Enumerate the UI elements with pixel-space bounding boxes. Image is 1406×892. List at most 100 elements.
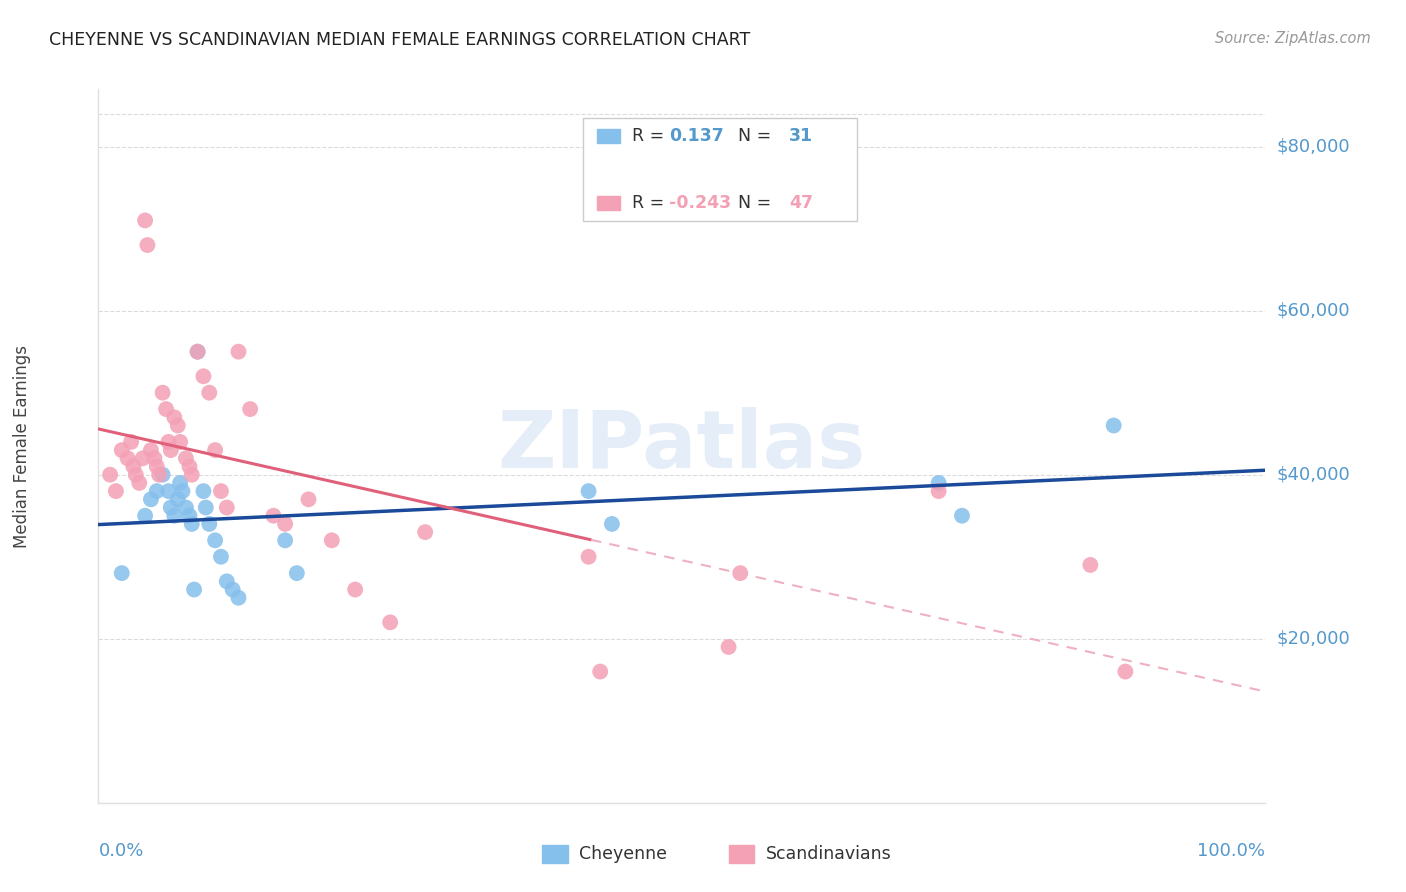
Point <box>717 640 740 654</box>
Point <box>98 467 121 482</box>
Point <box>172 484 194 499</box>
Text: $80,000: $80,000 <box>1277 137 1350 155</box>
Text: N =: N = <box>727 194 778 211</box>
Point <box>928 475 950 490</box>
Point <box>111 443 134 458</box>
Point <box>193 369 215 384</box>
Text: Scandinavians: Scandinavians <box>766 846 891 863</box>
Point <box>125 467 148 482</box>
Point <box>198 385 221 400</box>
Text: $60,000: $60,000 <box>1277 301 1350 319</box>
Point <box>179 508 201 523</box>
Point <box>204 533 226 548</box>
Text: R =: R = <box>631 128 669 145</box>
Point <box>139 492 162 507</box>
Point <box>1080 558 1102 572</box>
Text: -0.243: -0.243 <box>669 194 731 211</box>
Point <box>221 582 243 597</box>
Point <box>730 566 752 581</box>
FancyBboxPatch shape <box>596 129 620 144</box>
Point <box>159 443 181 458</box>
Text: 100.0%: 100.0% <box>1198 842 1265 860</box>
Point <box>204 443 226 458</box>
Point <box>104 484 127 499</box>
Point <box>120 434 142 449</box>
Point <box>169 434 191 449</box>
Point <box>928 484 950 499</box>
Point <box>166 492 188 507</box>
Point <box>134 213 156 227</box>
Point <box>111 566 134 581</box>
Point <box>180 516 202 531</box>
Point <box>380 615 402 630</box>
Point <box>174 451 197 466</box>
Point <box>187 344 209 359</box>
Point <box>1102 418 1125 433</box>
Point <box>285 566 308 581</box>
Text: Source: ZipAtlas.com: Source: ZipAtlas.com <box>1215 31 1371 46</box>
Text: 0.0%: 0.0% <box>98 842 143 860</box>
Point <box>274 516 297 531</box>
Point <box>578 484 600 499</box>
Point <box>152 467 174 482</box>
Point <box>228 591 250 605</box>
Point <box>239 402 262 417</box>
Point <box>157 484 180 499</box>
Text: N =: N = <box>727 128 778 145</box>
Text: 31: 31 <box>789 128 814 145</box>
Point <box>134 508 156 523</box>
Text: 0.137: 0.137 <box>669 128 724 145</box>
Point <box>166 418 188 433</box>
Point <box>274 533 297 548</box>
Text: 47: 47 <box>789 194 813 211</box>
Point <box>159 500 181 515</box>
Point <box>169 475 191 490</box>
Text: R =: R = <box>631 194 669 211</box>
Point <box>132 451 155 466</box>
Point <box>187 344 209 359</box>
FancyBboxPatch shape <box>582 118 856 221</box>
Point <box>122 459 145 474</box>
Point <box>1114 665 1136 679</box>
Point <box>146 459 169 474</box>
Text: Cheyenne: Cheyenne <box>579 846 668 863</box>
Point <box>578 549 600 564</box>
Point <box>209 484 232 499</box>
Point <box>193 484 215 499</box>
Point <box>344 582 367 597</box>
Point <box>228 344 250 359</box>
Point <box>413 525 436 540</box>
Point <box>143 451 166 466</box>
Point <box>163 508 186 523</box>
Text: ZIPatlas: ZIPatlas <box>498 407 866 485</box>
Point <box>179 459 201 474</box>
Point <box>174 500 197 515</box>
Point <box>128 475 150 490</box>
FancyBboxPatch shape <box>728 845 754 863</box>
Point <box>152 385 174 400</box>
Text: Median Female Earnings: Median Female Earnings <box>13 344 31 548</box>
Point <box>180 467 202 482</box>
Point <box>198 516 221 531</box>
Point <box>148 467 170 482</box>
Point <box>146 484 169 499</box>
Point <box>194 500 217 515</box>
FancyBboxPatch shape <box>541 845 568 863</box>
Point <box>183 582 205 597</box>
Point <box>297 492 319 507</box>
Point <box>589 665 612 679</box>
Point <box>600 516 623 531</box>
Point <box>209 549 232 564</box>
Point <box>950 508 973 523</box>
Text: $40,000: $40,000 <box>1277 466 1350 483</box>
Point <box>215 574 238 589</box>
Point <box>321 533 343 548</box>
Text: $20,000: $20,000 <box>1277 630 1350 648</box>
Point <box>139 443 162 458</box>
Text: CHEYENNE VS SCANDINAVIAN MEDIAN FEMALE EARNINGS CORRELATION CHART: CHEYENNE VS SCANDINAVIAN MEDIAN FEMALE E… <box>49 31 751 49</box>
FancyBboxPatch shape <box>596 195 620 210</box>
Point <box>157 434 180 449</box>
Point <box>163 410 186 425</box>
Point <box>117 451 139 466</box>
Point <box>155 402 177 417</box>
